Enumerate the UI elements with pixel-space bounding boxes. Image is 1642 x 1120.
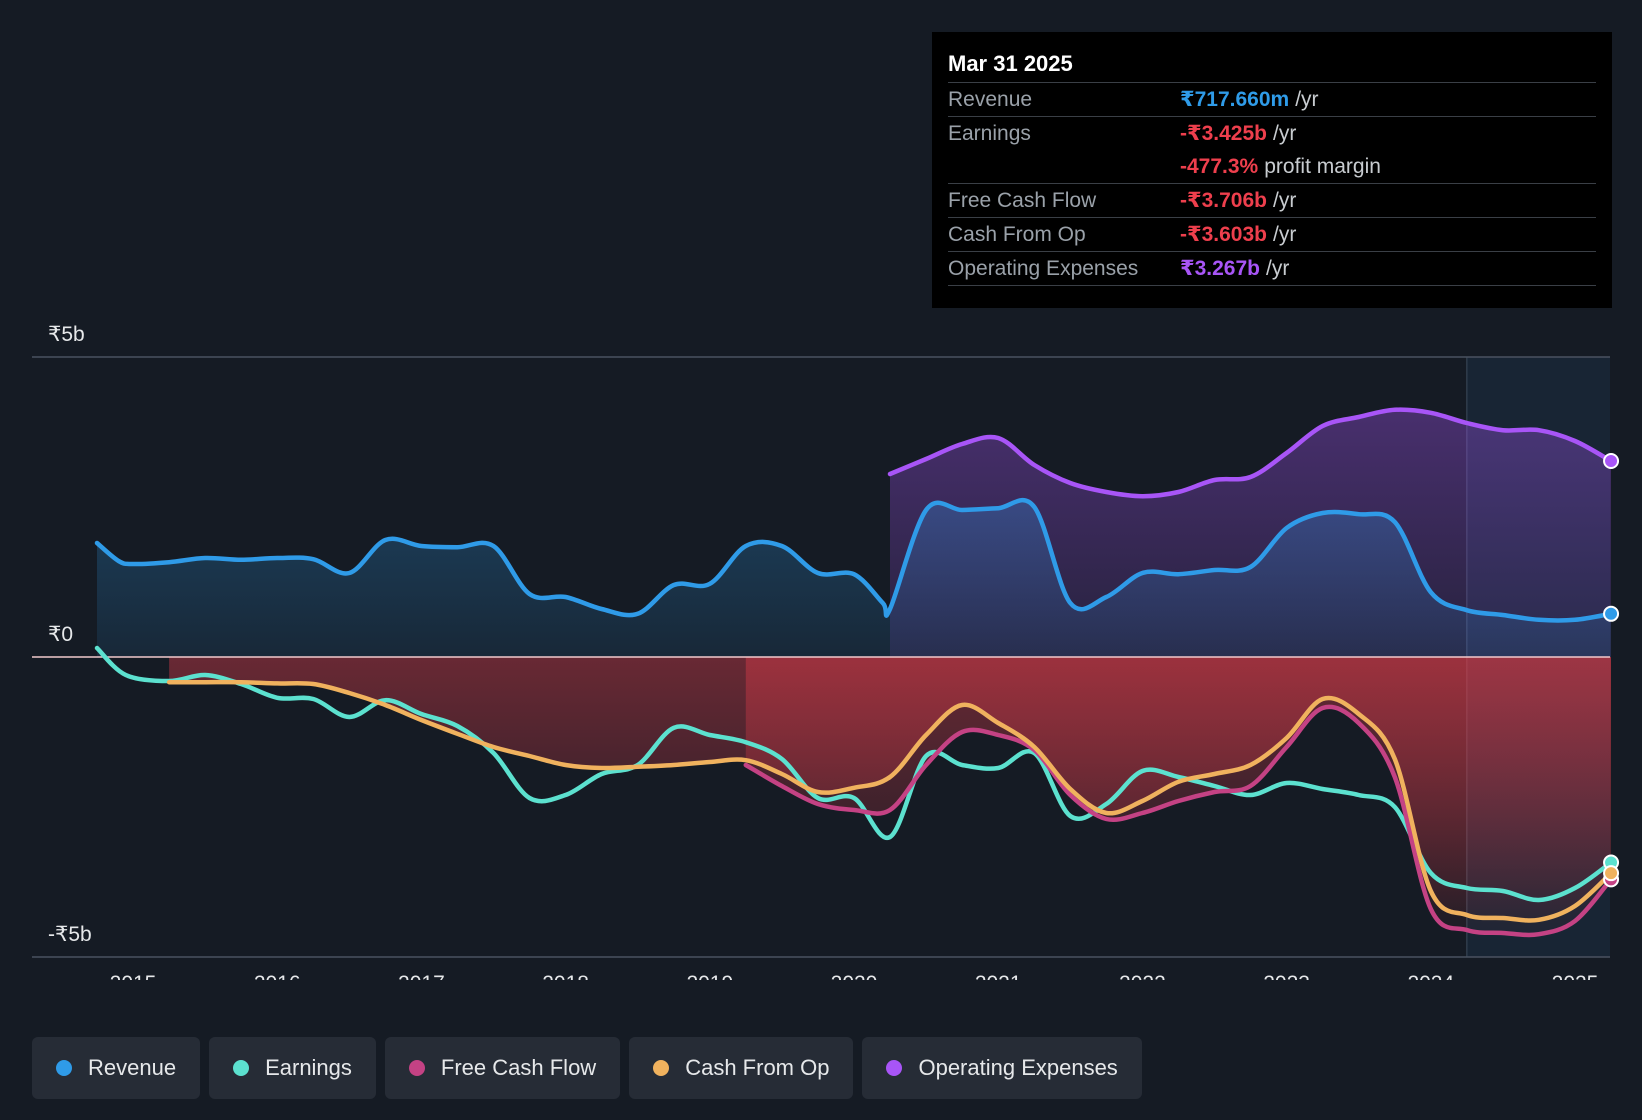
y-tick-label: ₹0 <box>48 623 73 646</box>
x-tick-label: 2019 <box>686 972 733 980</box>
legend-item-cash-from-op[interactable]: Cash From Op <box>629 1037 854 1099</box>
legend-label: Cash From Op <box>685 1055 830 1080</box>
tooltip-date: Mar 31 2025 <box>948 51 1073 76</box>
tooltip-value: ₹717.660m/yr <box>1180 88 1319 111</box>
line-earnings <box>94 645 1614 903</box>
tooltip-value: -477.3% profit margin <box>1180 155 1381 178</box>
legend-label: Earnings <box>265 1055 352 1080</box>
line-operating-expenses <box>887 407 1614 499</box>
tooltip-label: Earnings <box>948 122 1031 145</box>
legend-label: Operating Expenses <box>918 1055 1118 1080</box>
legend-item-revenue[interactable]: Revenue <box>32 1037 201 1099</box>
area-free-cash-flow <box>745 657 1611 935</box>
tooltip-row: Cash From Op -₹3.603b/yr <box>948 217 1596 251</box>
tooltip-label: Free Cash Flow <box>948 189 1097 212</box>
x-tick-label: 2016 <box>254 972 301 980</box>
tooltip-value: -₹3.706b/yr <box>1180 189 1297 212</box>
x-tick-label: 2017 <box>398 972 445 980</box>
tooltip-label <box>948 150 1180 183</box>
chart-legend: Revenue Earnings Free Cash Flow Cash From O… <box>32 1037 1142 1099</box>
tooltip-row: Operating Expenses ₹3.267b/yr <box>948 251 1596 286</box>
x-tick-label: 2020 <box>831 972 878 980</box>
tooltip-unit: /yr <box>1266 257 1290 280</box>
x-tick-label: 2024 <box>1407 972 1454 980</box>
area-revenue <box>97 500 1611 657</box>
legend-dot-icon <box>653 1060 670 1076</box>
x-tick-label: 2025 <box>1552 972 1599 980</box>
legend-label: Free Cash Flow <box>440 1055 597 1080</box>
tooltip-row: -477.3% profit margin <box>948 150 1596 183</box>
legend-dot-icon <box>233 1060 250 1076</box>
x-tick-label: 2018 <box>542 972 589 980</box>
legend-item-free-cash-flow[interactable]: Free Cash Flow <box>384 1037 621 1099</box>
legend-dot-icon <box>408 1060 425 1076</box>
line-revenue <box>94 498 1614 623</box>
tooltip-row: Revenue ₹717.660m/yr <box>948 82 1596 116</box>
tooltip-unit: /yr <box>1272 189 1297 212</box>
line-cash-from-op <box>166 679 1614 923</box>
financial-history-chart: ₹5b ₹0 -₹5b 2015 2016 2017 2018 2019 2020 2021 202… <box>32 323 1620 980</box>
data-tooltip: Mar 31 2025 Revenue ₹717.660m/yr Earnings -… <box>932 32 1612 308</box>
end-point-operating-expenses[interactable] <box>1603 452 1620 469</box>
tooltip-value: -₹3.603b/yr <box>1180 223 1297 246</box>
x-tick-label: 2023 <box>1263 972 1310 980</box>
x-tick-label: 2015 <box>110 972 157 980</box>
tooltip-unit: profit margin <box>1264 155 1381 178</box>
tooltip-row: Earnings -₹3.425b/yr <box>948 116 1596 150</box>
tooltip-value: ₹3.267b/yr <box>1180 257 1290 280</box>
tooltip-label: Cash From Op <box>948 223 1086 246</box>
y-tick-label: -₹5b <box>48 923 92 946</box>
end-point-cash-from-op[interactable] <box>1603 865 1620 882</box>
tooltip-unit: /yr <box>1272 223 1297 246</box>
x-tick-label: 2021 <box>975 972 1022 980</box>
legend-label: Revenue <box>88 1055 177 1080</box>
tooltip-label: Operating Expenses <box>948 257 1139 280</box>
line-free-cash-flow <box>743 704 1614 938</box>
tooltip-label: Revenue <box>948 88 1033 111</box>
y-tick-label: ₹5b <box>48 323 85 346</box>
end-point-revenue[interactable] <box>1603 605 1620 622</box>
x-tick-label: 2022 <box>1119 972 1166 980</box>
legend-dot-icon <box>886 1060 903 1076</box>
tooltip-value: -₹3.425b/yr <box>1180 122 1297 145</box>
tooltip-unit: /yr <box>1272 122 1297 145</box>
legend-item-operating-expenses[interactable]: Operating Expenses <box>862 1037 1142 1099</box>
legend-dot-icon <box>56 1060 72 1076</box>
tooltip-unit: /yr <box>1295 88 1319 111</box>
tooltip-row: Free Cash Flow -₹3.706b/yr <box>948 183 1596 217</box>
legend-item-earnings[interactable]: Earnings <box>209 1037 376 1099</box>
